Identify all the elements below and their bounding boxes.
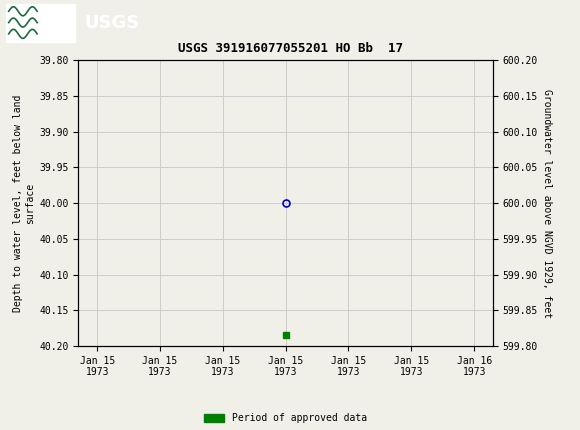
Y-axis label: Depth to water level, feet below land
surface: Depth to water level, feet below land su…	[13, 95, 35, 312]
Text: USGS 391916077055201 HO Bb  17: USGS 391916077055201 HO Bb 17	[177, 42, 403, 55]
Y-axis label: Groundwater level above NGVD 1929, feet: Groundwater level above NGVD 1929, feet	[542, 89, 552, 318]
Text: USGS: USGS	[84, 14, 139, 31]
Legend: Period of approved data: Period of approved data	[201, 409, 371, 427]
FancyBboxPatch shape	[6, 3, 75, 42]
